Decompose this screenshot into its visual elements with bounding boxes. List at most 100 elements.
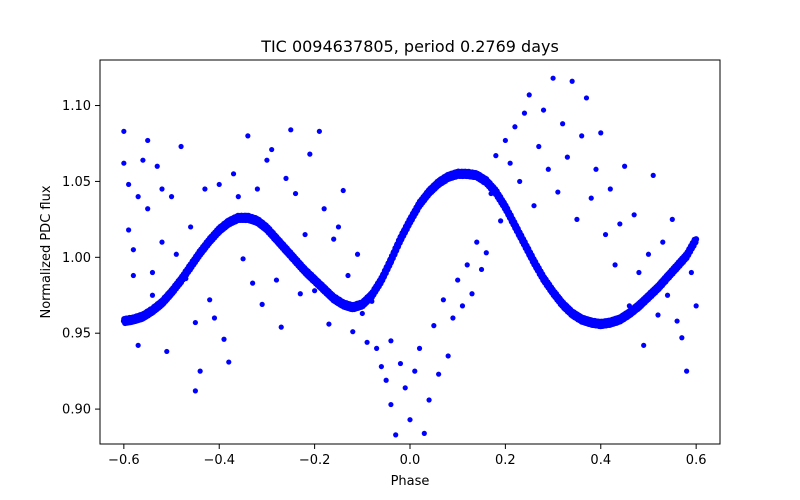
data-point bbox=[312, 288, 318, 294]
data-point bbox=[455, 277, 461, 283]
data-point bbox=[431, 323, 437, 329]
data-point bbox=[307, 151, 313, 157]
data-point bbox=[374, 345, 380, 351]
data-point bbox=[221, 336, 227, 342]
data-point bbox=[641, 342, 647, 348]
data-point bbox=[474, 239, 480, 245]
data-point bbox=[331, 236, 337, 242]
data-point bbox=[140, 157, 146, 163]
data-point bbox=[269, 146, 275, 153]
data-point bbox=[664, 292, 671, 298]
x-axis: −0.6 −0.4 −0.2 0.0 0.2 0.4 0.6 bbox=[108, 444, 706, 468]
data-point bbox=[216, 181, 222, 188]
data-point bbox=[540, 107, 547, 113]
data-point bbox=[588, 195, 594, 201]
data-point bbox=[326, 321, 332, 327]
data-point bbox=[378, 363, 384, 370]
data-point bbox=[622, 163, 628, 169]
data-point bbox=[450, 315, 456, 321]
data-point bbox=[626, 303, 632, 309]
data-point bbox=[235, 194, 241, 200]
data-point bbox=[412, 368, 418, 374]
data-point bbox=[655, 312, 661, 318]
data-point bbox=[531, 203, 537, 209]
data-point bbox=[440, 297, 446, 303]
data-point bbox=[669, 216, 675, 222]
y-axis: 0.90 0.95 1.00 1.05 1.10 bbox=[62, 99, 100, 418]
data-point bbox=[126, 227, 132, 233]
data-point bbox=[230, 171, 237, 177]
data-point bbox=[226, 359, 232, 365]
x-tick-label: 0.0 bbox=[400, 453, 421, 468]
data-point bbox=[564, 154, 570, 160]
data-point bbox=[607, 186, 613, 192]
data-point bbox=[240, 256, 246, 262]
data-point bbox=[121, 160, 127, 166]
data-point bbox=[498, 218, 504, 224]
data-point bbox=[259, 301, 265, 307]
x-tick-label: 0.2 bbox=[495, 453, 516, 468]
data-point bbox=[145, 137, 151, 144]
data-point bbox=[369, 298, 375, 304]
data-point bbox=[550, 75, 556, 81]
data-point bbox=[288, 127, 294, 133]
data-point bbox=[159, 186, 165, 192]
data-point bbox=[684, 368, 690, 374]
data-point bbox=[126, 181, 132, 188]
data-point bbox=[211, 315, 218, 321]
data-point bbox=[383, 377, 389, 383]
x-tick-label: −0.4 bbox=[203, 453, 235, 468]
data-point bbox=[245, 133, 251, 139]
data-point bbox=[483, 250, 489, 256]
data-point bbox=[335, 224, 342, 230]
data-point bbox=[121, 128, 127, 134]
plot-frame bbox=[99, 59, 721, 445]
y-tick-label: 0.90 bbox=[62, 403, 91, 418]
data-point bbox=[574, 216, 580, 222]
data-point bbox=[517, 178, 523, 185]
plot-area bbox=[120, 75, 700, 438]
data-point bbox=[469, 291, 475, 297]
x-tick-label: 0.6 bbox=[686, 453, 707, 468]
data-point bbox=[173, 251, 179, 257]
data-point bbox=[502, 137, 508, 144]
data-point bbox=[521, 110, 528, 116]
x-axis-label: Phase bbox=[391, 474, 430, 489]
data-point bbox=[197, 368, 203, 374]
y-tick-label: 1.00 bbox=[62, 251, 91, 266]
data-point bbox=[598, 130, 604, 136]
data-point bbox=[545, 166, 551, 172]
data-point bbox=[183, 275, 189, 282]
data-point bbox=[416, 345, 423, 351]
data-point bbox=[488, 190, 494, 197]
data-point bbox=[407, 417, 413, 423]
data-point bbox=[555, 189, 561, 195]
y-tick-label: 1.10 bbox=[62, 99, 91, 114]
curve-point bbox=[693, 236, 700, 243]
data-point bbox=[149, 292, 156, 298]
data-point bbox=[316, 128, 322, 134]
y-axis-label: Normalized PDC flux bbox=[39, 185, 54, 318]
data-point bbox=[631, 212, 637, 218]
data-point bbox=[693, 303, 699, 309]
data-point bbox=[340, 187, 346, 194]
data-point bbox=[135, 194, 141, 200]
data-point bbox=[250, 280, 256, 286]
data-point bbox=[149, 269, 156, 276]
data-point bbox=[507, 160, 513, 166]
data-point bbox=[602, 231, 609, 238]
x-tick-label: −0.6 bbox=[108, 453, 140, 468]
x-tick-label: −0.2 bbox=[299, 453, 331, 468]
data-point bbox=[202, 186, 208, 192]
data-point bbox=[159, 239, 165, 245]
data-point bbox=[397, 360, 404, 367]
data-point bbox=[569, 78, 575, 84]
data-point bbox=[436, 371, 442, 377]
chart-title: TIC 0094637805, period 0.2769 days bbox=[260, 37, 559, 56]
data-point bbox=[445, 353, 451, 359]
data-point bbox=[188, 224, 194, 230]
data-point bbox=[178, 143, 184, 150]
data-point bbox=[645, 251, 652, 257]
data-point bbox=[264, 157, 270, 163]
